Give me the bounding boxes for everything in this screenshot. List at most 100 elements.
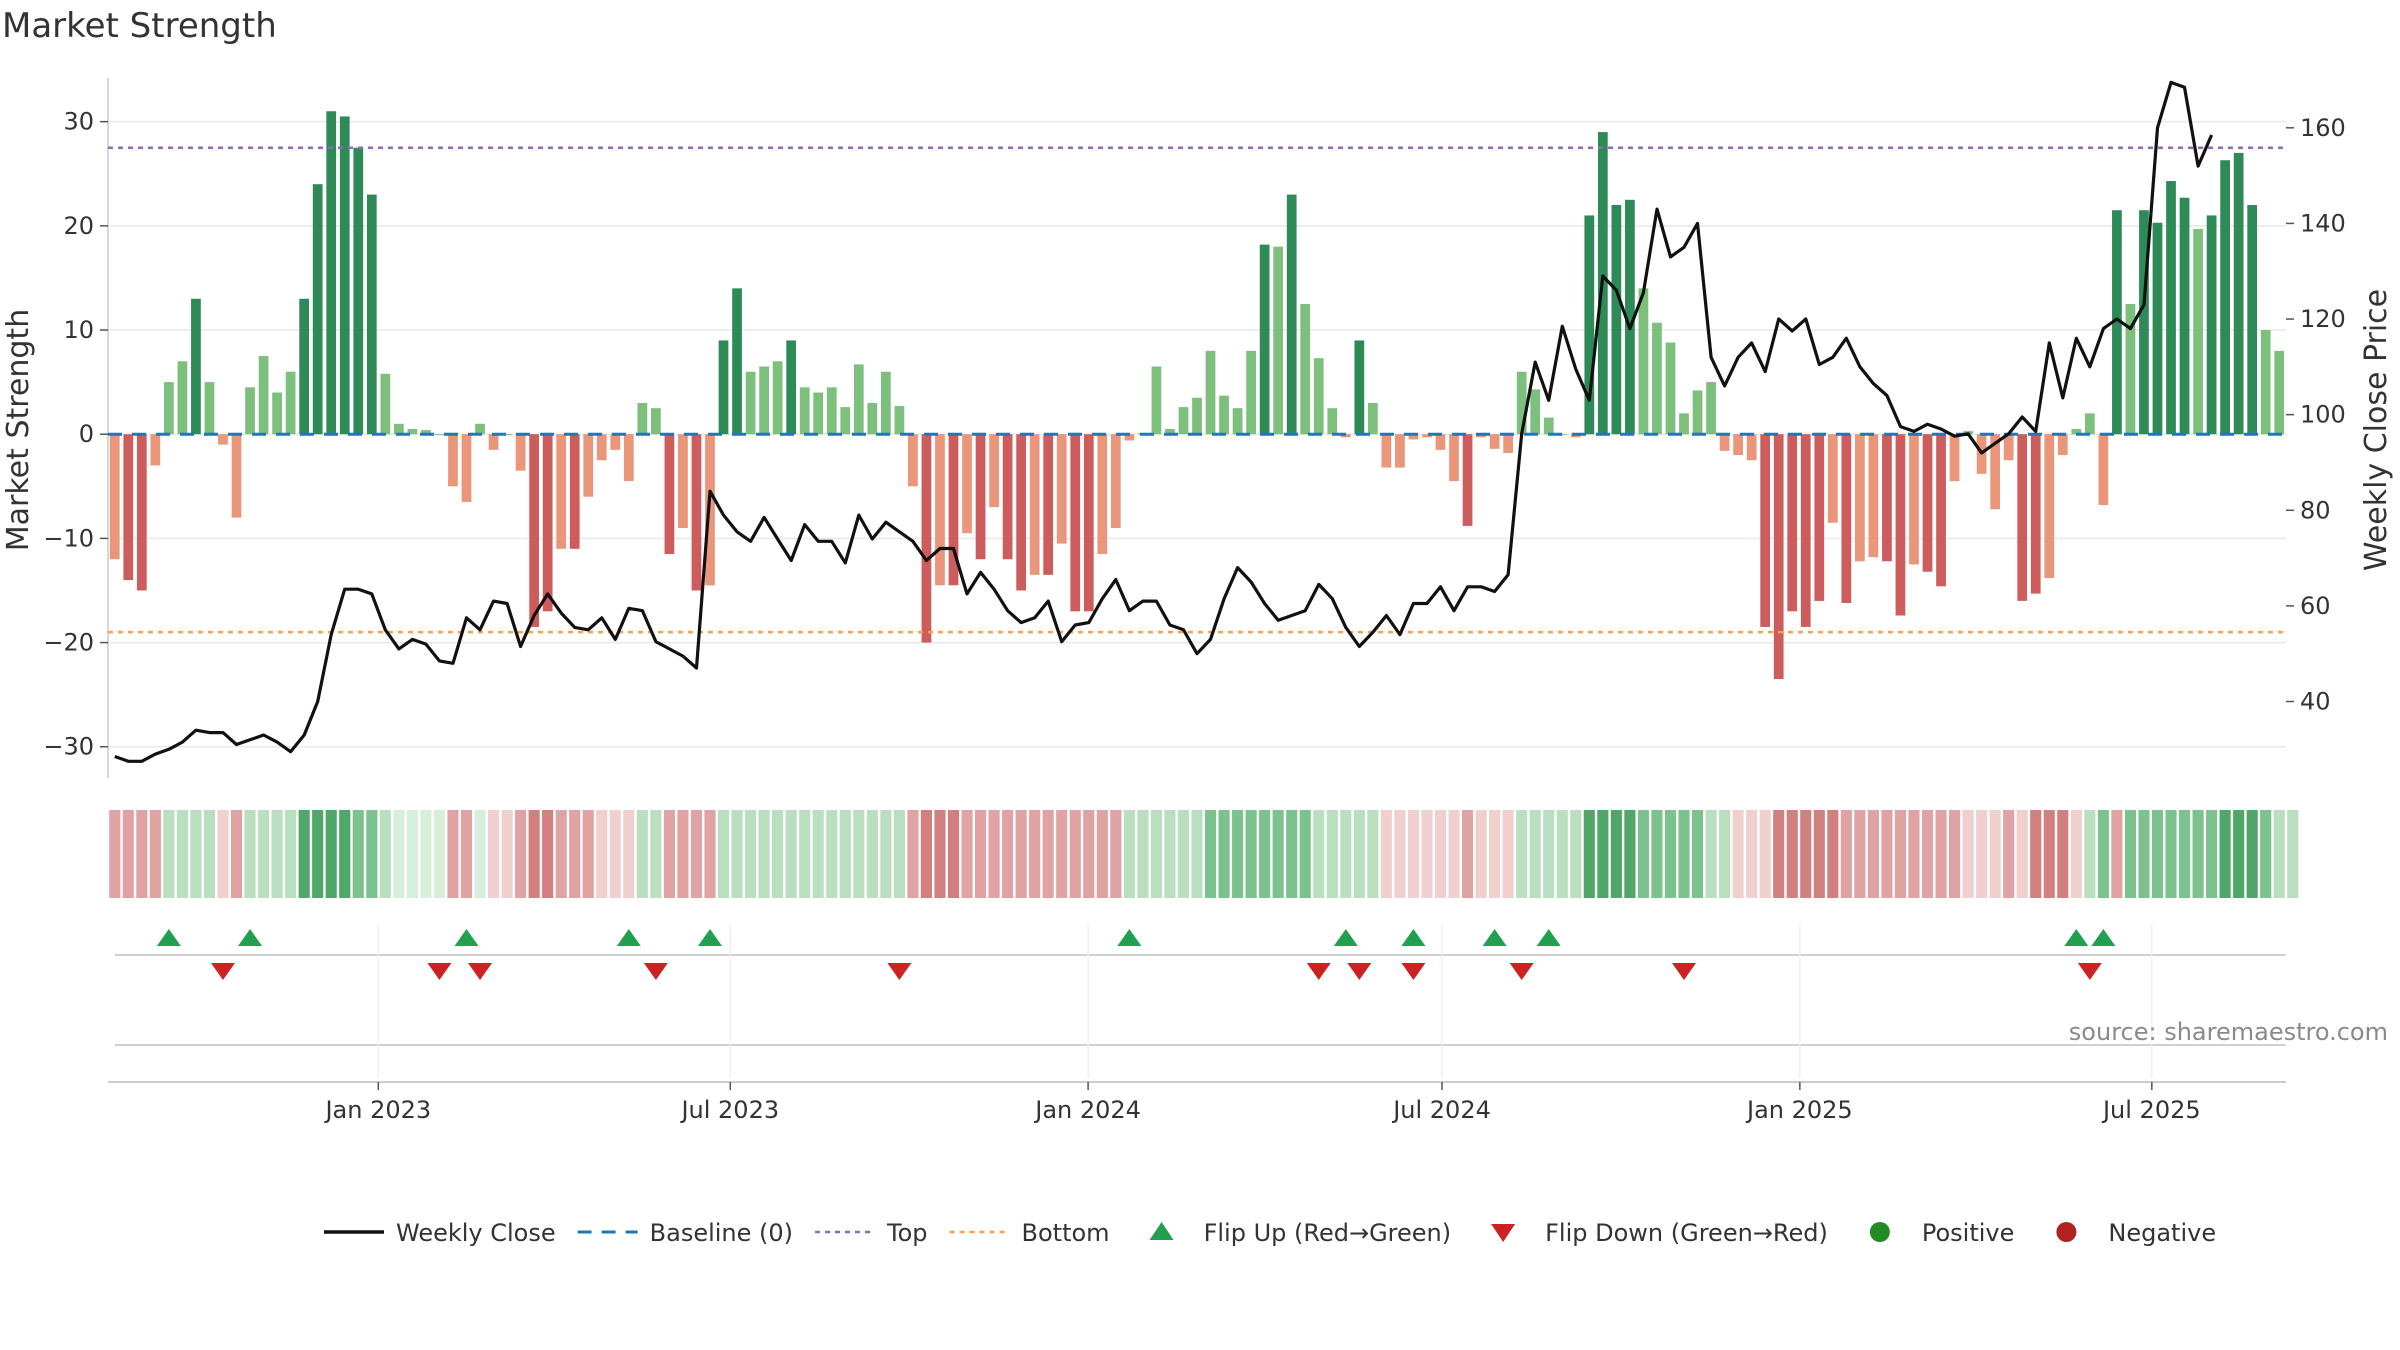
strength-bar [339, 116, 350, 435]
regime-cell [352, 810, 364, 898]
regime-cell [542, 810, 554, 898]
regime-cell [636, 810, 648, 898]
x-tick-label: Jan 2023 [323, 1096, 431, 1124]
regime-cell [2084, 810, 2096, 898]
regime-cell [1746, 810, 1758, 898]
regime-cell [1516, 810, 1528, 898]
strength-bar [2193, 228, 2203, 435]
legend-item-dot-bottom[interactable]: Bottom [949, 1219, 1110, 1247]
flip-down-marker [1306, 963, 1331, 980]
strength-bar [1787, 434, 1798, 612]
strength-bar [2017, 434, 2028, 601]
regime-cell [677, 810, 689, 898]
strength-bar [1557, 434, 1568, 436]
legend-item-line[interactable]: Weekly Close [324, 1219, 556, 1247]
legend-item-circle-neg[interactable]: Negative [2056, 1219, 2216, 1247]
strength-bars [109, 111, 2285, 680]
legend-item-tri-down[interactable]: Flip Down (Green→Red) [1491, 1219, 1828, 1247]
regime-cell [880, 810, 892, 898]
legend-label: Positive [1922, 1219, 2015, 1247]
strength-bar [1192, 397, 1202, 435]
regime-cell [934, 810, 946, 898]
regime-cell [487, 810, 500, 898]
regime-cell [555, 810, 567, 898]
x-tick-label: Jul 2025 [2101, 1096, 2201, 1124]
strength-bar [1638, 288, 1649, 435]
regime-cell [1286, 810, 1298, 898]
regime-cell [1137, 810, 1149, 898]
regime-cell [1150, 810, 1162, 898]
regime-cell [1056, 810, 1068, 898]
flip-down-marker [1347, 963, 1372, 980]
strength-bar [1949, 434, 1960, 482]
strength-bar [2112, 210, 2122, 435]
flip-down-marker [1401, 963, 1426, 980]
legend-item-circle-pos[interactable]: Positive [1869, 1219, 2015, 1247]
regime-cell [1570, 810, 1582, 898]
regime-cell [528, 810, 540, 898]
regime-cell [1800, 810, 1812, 898]
regime-cell [1529, 810, 1541, 898]
strength-bar [1827, 434, 1838, 523]
regime-cell [406, 810, 418, 898]
regime-cell [285, 810, 297, 898]
y-tick-label: −30 [43, 733, 94, 761]
regime-cell [1867, 810, 1879, 898]
strength-bar [759, 366, 769, 435]
strength-bar [421, 430, 431, 435]
weekly-close-series [114, 80, 2214, 763]
strength-bar [583, 434, 594, 497]
strength-bar [2179, 197, 2190, 435]
strength-bar [272, 392, 282, 435]
regime-cell [339, 810, 351, 898]
regime-cell [1610, 810, 1622, 898]
strength-bar [1503, 434, 1514, 453]
strength-bar [1259, 244, 1270, 435]
strength-bar [529, 434, 540, 627]
flip-up-marker [697, 929, 722, 946]
strength-bar [1327, 408, 1338, 435]
legend-label: Top [886, 1219, 928, 1247]
strength-bar [515, 434, 526, 471]
legend-item-tri-up[interactable]: Flip Up (Red→Green) [1149, 1219, 1452, 1247]
legend-label: Negative [2108, 1219, 2216, 1247]
strength-bar [1286, 194, 1297, 435]
strength-bar [813, 392, 824, 435]
regime-cell [1827, 810, 1839, 898]
strength-bar [2003, 434, 2014, 461]
y2-tick-label: 100 [2300, 401, 2346, 429]
regime-cell [1719, 810, 1731, 898]
regime-cell [1543, 810, 1555, 898]
strength-bar [894, 406, 905, 435]
strength-bar [2084, 413, 2095, 435]
strength-bar [1002, 434, 1013, 560]
strength-bar [718, 340, 729, 435]
flip-up-marker [616, 929, 641, 946]
legend-item-dot-top[interactable]: Top [815, 1219, 928, 1247]
strength-bar [488, 434, 499, 450]
regime-cell [690, 810, 703, 898]
flip-down-marker [1509, 963, 1534, 980]
regime-cell [1475, 810, 1487, 898]
y2-tick-label: 60 [2300, 592, 2331, 620]
regime-cell [1840, 810, 1852, 898]
strength-bar [1273, 246, 1284, 435]
regime-cell [2165, 810, 2177, 898]
flip-down-marker [887, 963, 912, 980]
flip-down-marker [643, 963, 668, 980]
regime-cell [623, 810, 635, 898]
strength-bar [772, 361, 783, 435]
strength-bar [623, 434, 634, 482]
strength-bar [1882, 434, 1892, 562]
flip-up-marker [1401, 929, 1426, 946]
regime-cell [258, 810, 270, 898]
strength-bar [1300, 303, 1311, 435]
regime-heat-strip [109, 810, 2299, 898]
strength-bar [1165, 429, 1175, 435]
x-axis: Jan 2023 Jul 2023 Jan 2024 Jul 2024 Jan 2025… [108, 925, 2286, 1124]
legend-item-dash[interactable]: Baseline (0) [577, 1219, 793, 1247]
regime-cell [1123, 810, 1135, 898]
regime-cell [1624, 810, 1636, 898]
regime-cell [1502, 810, 1514, 898]
regime-cell [1380, 810, 1392, 898]
